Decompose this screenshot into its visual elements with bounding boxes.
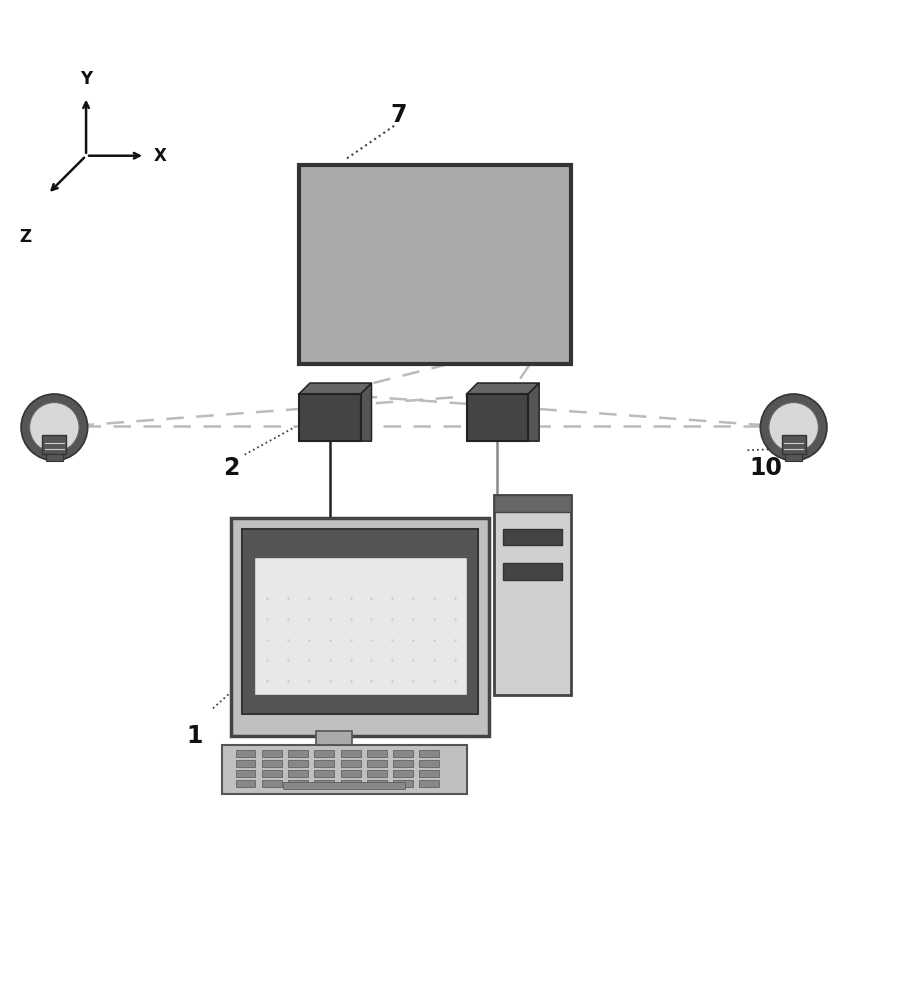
Bar (367, 760, 387, 767)
Bar (299, 165, 571, 364)
Polygon shape (361, 383, 371, 441)
Bar (494, 495, 571, 512)
Bar (393, 750, 413, 757)
Bar (393, 760, 413, 767)
Bar (242, 529, 478, 714)
Bar (283, 782, 406, 789)
Bar (46, 454, 63, 461)
Bar (314, 780, 334, 787)
Bar (419, 750, 439, 757)
Bar (236, 770, 255, 777)
Bar (341, 750, 361, 757)
Bar (222, 745, 467, 794)
Circle shape (760, 394, 827, 461)
Text: X: X (154, 147, 167, 165)
Bar (288, 780, 308, 787)
Bar (341, 770, 361, 777)
Bar (288, 750, 308, 757)
Circle shape (30, 403, 79, 452)
Bar (503, 529, 562, 545)
Bar (419, 760, 439, 767)
Bar (341, 780, 361, 787)
Bar (284, 767, 384, 785)
Bar (254, 557, 467, 695)
Bar (786, 454, 802, 461)
Text: 1: 1 (187, 724, 203, 748)
Bar (367, 780, 387, 787)
Polygon shape (528, 383, 539, 441)
Bar (316, 731, 352, 772)
Bar (393, 780, 413, 787)
Text: 2: 2 (223, 456, 239, 480)
Bar (314, 760, 334, 767)
Bar (299, 394, 361, 441)
Bar (393, 770, 413, 777)
Text: Y: Y (80, 70, 92, 88)
Bar (419, 780, 439, 787)
Bar (236, 780, 255, 787)
Bar (236, 750, 255, 757)
Text: 10: 10 (749, 456, 782, 480)
Bar (367, 750, 387, 757)
Bar (262, 750, 282, 757)
Bar (236, 760, 255, 767)
Bar (782, 435, 805, 454)
Bar (231, 518, 489, 736)
Bar (262, 760, 282, 767)
Bar (341, 760, 361, 767)
Bar (262, 780, 282, 787)
Bar (467, 394, 528, 441)
Bar (262, 770, 282, 777)
Bar (419, 770, 439, 777)
Bar (494, 495, 571, 695)
Bar (43, 435, 66, 454)
Circle shape (21, 394, 88, 461)
Bar (314, 770, 334, 777)
Text: Z: Z (19, 228, 32, 246)
Circle shape (769, 403, 818, 452)
Bar (314, 750, 334, 757)
Bar (288, 770, 308, 777)
Bar (503, 563, 562, 580)
Polygon shape (467, 383, 539, 394)
Polygon shape (299, 383, 371, 394)
Bar (367, 770, 387, 777)
Bar (288, 760, 308, 767)
Text: 7: 7 (390, 103, 407, 127)
